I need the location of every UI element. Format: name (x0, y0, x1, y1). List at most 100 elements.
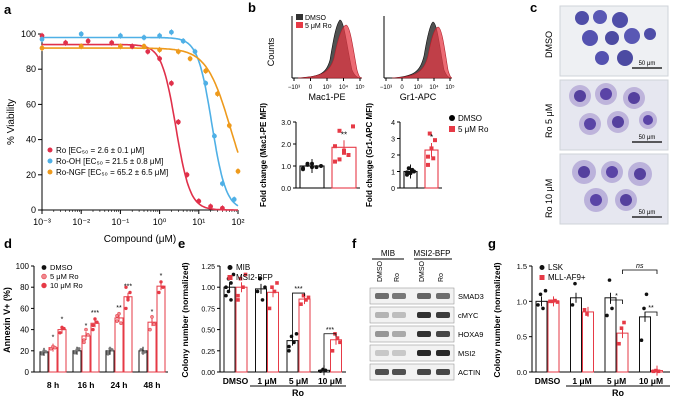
a-data-point-ro-oh (192, 49, 198, 54)
e-chart-data-point (263, 285, 267, 290)
e-chart-data-point (236, 293, 240, 298)
a-x-tick-label: 10⁻³ (33, 217, 51, 227)
b-fold-y-tick-label: 4 (391, 120, 395, 127)
a-legend-marker (47, 169, 53, 175)
b-legend-ro-text: 5 μM Ro (458, 125, 489, 134)
a-legend-marker (47, 158, 53, 164)
e-chart-data-point (270, 285, 274, 289)
d-data-point (119, 321, 123, 326)
panel-f-western-blot: MIB MSI2-BFP DMSO Ro DMSO Ro SMAD3 cMYC HO… (369, 249, 484, 381)
c-label-ro5: Ro 5 μM (544, 104, 554, 138)
b-fold-y-tick-label: 2 (391, 153, 395, 160)
a-data-point-ro-oh (220, 181, 225, 187)
g-chart-x-tick-label: 10 μM (639, 376, 663, 386)
f-blot-band (436, 369, 450, 375)
b-fold-significance: * (430, 133, 433, 142)
b-fold-point (427, 131, 432, 136)
a-data-point-ro-oh (141, 35, 147, 40)
a-fit-curve-ro (42, 43, 238, 211)
e-chart-data-point (258, 276, 262, 281)
f-blot-strip (369, 344, 455, 362)
e-chart-x-tick-label: 10 μM (318, 376, 342, 386)
b-fold-point (310, 165, 314, 170)
b-fold-y-tick-label: 0 (391, 186, 395, 193)
g-chart-data-point (605, 313, 609, 318)
a-data-point-ro (145, 49, 151, 54)
a-data-point-ro (208, 204, 214, 209)
d-data-point (157, 290, 161, 295)
d-data-point (124, 285, 128, 289)
e-significance-bracket (323, 333, 337, 368)
d-data-point (143, 350, 147, 354)
g-chart-data-point (585, 312, 589, 316)
d-data-point (91, 323, 95, 328)
a-data-point-ro-oh (78, 31, 84, 37)
b-fold-point (337, 157, 342, 162)
d-y-axis-label: Annexin V+ (%) (2, 287, 12, 353)
g-chart-y-tick-label: 0.0 (517, 368, 527, 377)
f-band-label: HOXA9 (458, 330, 483, 339)
e-chart-data-point (275, 281, 279, 285)
f-lane-4: Ro (438, 273, 445, 282)
g-chart-data-point (656, 369, 661, 374)
b-flow-x-tick-label: −10³ (380, 85, 392, 91)
g-significance-bracket (622, 269, 658, 274)
d-x-tick-label: 16 h (77, 380, 94, 390)
a-data-point-ro (196, 198, 202, 204)
e-y-axis-label-text: Colony number (normalized) (180, 262, 190, 377)
g-chart-data-point (622, 320, 626, 325)
f-blot-band (436, 293, 450, 299)
g-significance: * (615, 293, 618, 300)
e-chart-data-point (294, 332, 299, 336)
g-group-label: Ro (612, 388, 624, 398)
b-fold-point (429, 146, 434, 151)
f-band-label: ACTIN (458, 368, 481, 377)
b-fold-y-tick-label: 2.0 (281, 142, 291, 149)
g-chart-bar (535, 300, 548, 373)
e-chart-data-point (243, 272, 248, 277)
f-header-msi2: MSI2-BFP (414, 249, 451, 258)
e-chart-y-tick-label: 0.00 (201, 370, 215, 377)
b-flow-x-tick-label: 10⁴ (429, 84, 439, 91)
b-flow-x-tick-label: 10⁵ (355, 84, 365, 91)
b-fold-point (426, 154, 430, 159)
d-x-tick-label: 8 h (47, 380, 59, 390)
d-significance: * (85, 323, 88, 330)
a-data-point-ro (157, 56, 163, 62)
f-blot-band (417, 293, 431, 299)
g-chart-data-point (570, 303, 575, 307)
b-legend-dmso-text: DMSO (458, 114, 482, 123)
f-blot-band (392, 350, 406, 356)
a-data-point-ro-ngf (187, 56, 193, 62)
e-chart-data-point (238, 276, 243, 281)
d-significance: * (160, 273, 163, 280)
a-data-point-ro-ngf (39, 45, 45, 51)
b-mac1-x-axis-label: Mac1-PE (308, 92, 345, 102)
d-data-point (58, 331, 62, 335)
a-data-point-ro-oh (203, 80, 209, 86)
a-y-axis-label: % Viability (6, 99, 17, 145)
f-blot-band (375, 369, 389, 375)
f-blot-band (375, 331, 389, 337)
a-data-point-ro (109, 40, 115, 46)
g-chart-legend-label: MLL-AF9+ (548, 273, 586, 282)
a-data-point-ro (63, 40, 69, 46)
c-cells-ro10 (572, 160, 652, 212)
a-x-tick-label: 10¹ (192, 217, 205, 227)
a-data-point-ro-ngf (118, 43, 123, 49)
b-fold-point (319, 164, 323, 168)
b-flow-x-tick-label: 10⁵ (445, 84, 455, 91)
d-significance: *** (124, 284, 132, 291)
c-cells-ro5 (569, 83, 657, 135)
g-chart-data-point (639, 338, 644, 343)
a-legend-label: Ro-NGF [EC₅₀ = 65.2 ± 6.5 μM] (56, 168, 168, 177)
b-fold-point (433, 138, 437, 143)
e-chart-data-point (241, 285, 245, 289)
a-legend-label: Ro-OH [EC₅₀ = 21.5 ± 0.8 μM] (56, 157, 163, 166)
a-x-tick-label: 10⁻¹ (112, 217, 130, 227)
b-fold-y-tick-label: 3.0 (281, 120, 291, 127)
f-blot-band (436, 312, 450, 318)
a-data-point-ro-oh (157, 33, 163, 39)
